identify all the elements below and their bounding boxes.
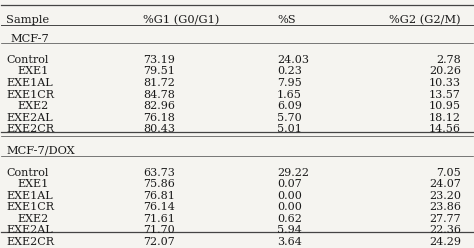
Text: 22.36: 22.36 xyxy=(429,225,461,235)
Text: 13.57: 13.57 xyxy=(429,90,461,99)
Text: EXE2: EXE2 xyxy=(18,214,49,224)
Text: 76.81: 76.81 xyxy=(143,191,174,201)
Text: 71.70: 71.70 xyxy=(143,225,174,235)
Text: EXE1AL: EXE1AL xyxy=(6,191,53,201)
Text: 10.33: 10.33 xyxy=(429,78,461,88)
Text: EXE1CR: EXE1CR xyxy=(6,202,54,212)
Text: EXE2CR: EXE2CR xyxy=(6,237,54,247)
Text: Sample: Sample xyxy=(6,15,49,25)
Text: 27.77: 27.77 xyxy=(429,214,461,224)
Text: 18.12: 18.12 xyxy=(429,113,461,123)
Text: 2.78: 2.78 xyxy=(436,55,461,65)
Text: 71.61: 71.61 xyxy=(143,214,174,224)
Text: 5.01: 5.01 xyxy=(277,124,302,134)
Text: 75.86: 75.86 xyxy=(143,179,174,189)
Text: 7.05: 7.05 xyxy=(436,168,461,178)
Text: MCF-7/DOX: MCF-7/DOX xyxy=(6,146,75,156)
Text: 14.56: 14.56 xyxy=(429,124,461,134)
Text: 10.95: 10.95 xyxy=(429,101,461,111)
Text: EXE2CR: EXE2CR xyxy=(6,124,54,134)
Text: 24.29: 24.29 xyxy=(429,237,461,247)
Text: 82.96: 82.96 xyxy=(143,101,175,111)
Text: 0.07: 0.07 xyxy=(277,179,302,189)
Text: 24.03: 24.03 xyxy=(277,55,309,65)
Text: 72.07: 72.07 xyxy=(143,237,174,247)
Text: 81.72: 81.72 xyxy=(143,78,174,88)
Text: 79.51: 79.51 xyxy=(143,66,174,76)
Text: 76.18: 76.18 xyxy=(143,113,174,123)
Text: EXE2AL: EXE2AL xyxy=(6,113,53,123)
Text: 7.95: 7.95 xyxy=(277,78,302,88)
Text: 5.94: 5.94 xyxy=(277,225,302,235)
Text: 0.62: 0.62 xyxy=(277,214,302,224)
Text: 24.07: 24.07 xyxy=(429,179,461,189)
Text: EXE1: EXE1 xyxy=(18,179,49,189)
Text: 3.64: 3.64 xyxy=(277,237,302,247)
Text: 0.00: 0.00 xyxy=(277,202,302,212)
Text: Control: Control xyxy=(6,55,48,65)
Text: %S: %S xyxy=(277,15,296,25)
Text: 23.20: 23.20 xyxy=(429,191,461,201)
Text: 73.19: 73.19 xyxy=(143,55,174,65)
Text: EXE1AL: EXE1AL xyxy=(6,78,53,88)
Text: 63.73: 63.73 xyxy=(143,168,174,178)
Text: 80.43: 80.43 xyxy=(143,124,175,134)
Text: 76.14: 76.14 xyxy=(143,202,174,212)
Text: 23.86: 23.86 xyxy=(429,202,461,212)
Text: Control: Control xyxy=(6,168,48,178)
Text: 0.23: 0.23 xyxy=(277,66,302,76)
Text: EXE1CR: EXE1CR xyxy=(6,90,54,99)
Text: %G2 (G2/M): %G2 (G2/M) xyxy=(389,15,461,25)
Text: 84.78: 84.78 xyxy=(143,90,174,99)
Text: 1.65: 1.65 xyxy=(277,90,302,99)
Text: EXE2AL: EXE2AL xyxy=(6,225,53,235)
Text: 29.22: 29.22 xyxy=(277,168,309,178)
Text: 6.09: 6.09 xyxy=(277,101,302,111)
Text: EXE2: EXE2 xyxy=(18,101,49,111)
Text: EXE1: EXE1 xyxy=(18,66,49,76)
Text: %G1 (G0/G1): %G1 (G0/G1) xyxy=(143,15,219,25)
Text: 5.70: 5.70 xyxy=(277,113,302,123)
Text: MCF-7: MCF-7 xyxy=(11,34,50,44)
Text: 20.26: 20.26 xyxy=(429,66,461,76)
Text: 0.00: 0.00 xyxy=(277,191,302,201)
